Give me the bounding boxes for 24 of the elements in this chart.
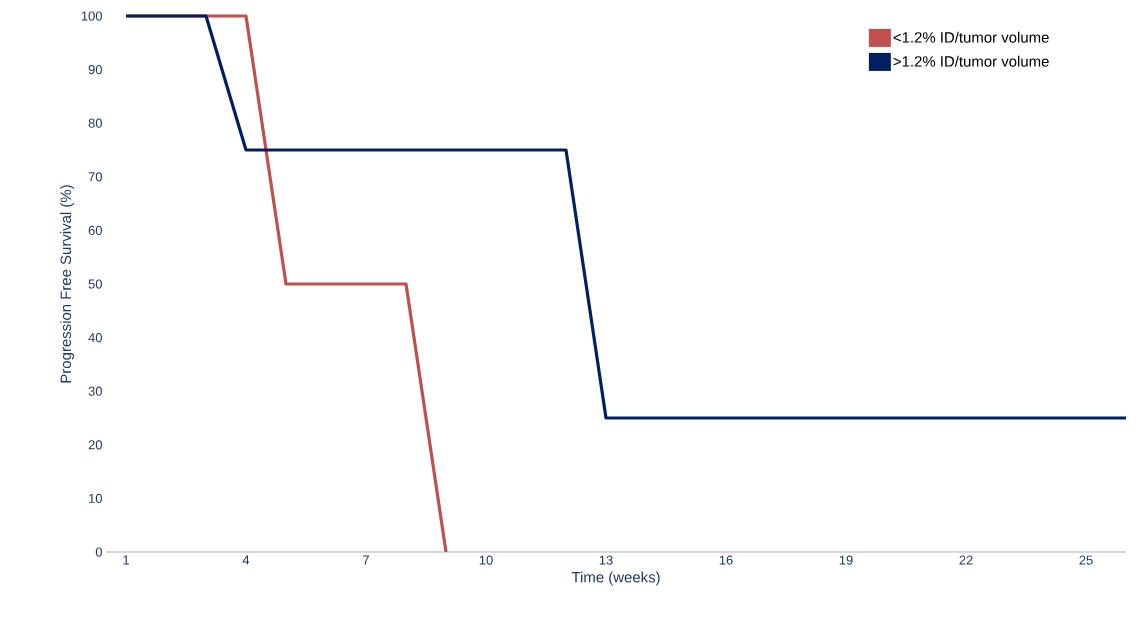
y-tick-label: 60 xyxy=(88,225,102,235)
x-tick-label: 7 xyxy=(363,555,369,565)
legend-label: <1.2% ID/tumor volume xyxy=(893,31,1049,43)
x-tick-label: 13 xyxy=(599,555,613,565)
y-tick-label: 10 xyxy=(89,493,102,503)
y-tick-label: 50 xyxy=(88,279,102,289)
y-tick-label: 20 xyxy=(88,440,102,450)
x-tick-label: 4 xyxy=(242,555,250,565)
y-tick-label: 70 xyxy=(88,172,102,182)
x-tick-label: 22 xyxy=(959,555,973,565)
y-axis-title: Progression Free Survival (%) xyxy=(60,185,75,383)
y-tick-label: 80 xyxy=(88,118,102,128)
y-tick-label: 90 xyxy=(88,65,102,75)
y-tick-label: 40 xyxy=(88,333,102,343)
legend-label: >1.2% ID/tumor volume xyxy=(893,55,1049,67)
x-tick-label: 19 xyxy=(839,555,853,565)
y-tick-label: 30 xyxy=(88,386,102,396)
y-tick-label: 100 xyxy=(81,11,102,21)
x-tick-label: 1 xyxy=(123,555,129,565)
x-tick-label: 10 xyxy=(479,555,493,565)
x-tick-label: 16 xyxy=(719,555,733,565)
y-tick-label: 0 xyxy=(95,547,102,557)
x-axis-title: Time (weeks) xyxy=(571,571,660,586)
x-tick-label: 25 xyxy=(1079,555,1093,565)
